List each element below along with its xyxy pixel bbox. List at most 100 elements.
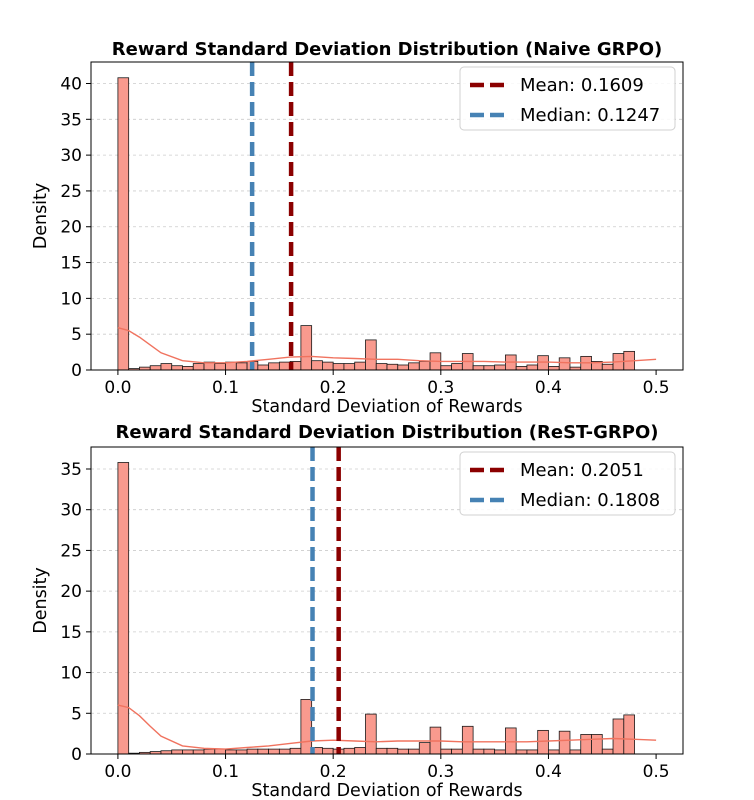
plot-frame bbox=[90, 61, 684, 371]
x-axis-label: Standard Deviation of Rewards bbox=[251, 781, 522, 800]
y-axis-label: Density bbox=[31, 183, 51, 250]
y-tick-label: 0 bbox=[71, 361, 82, 381]
histogram-bar bbox=[365, 339, 377, 371]
histogram-bar bbox=[386, 363, 399, 371]
y-tick-label: 30 bbox=[60, 501, 82, 521]
x-tick-label: 0.4 bbox=[535, 762, 562, 782]
y-tick-label: 25 bbox=[60, 182, 82, 202]
histogram-bar bbox=[149, 365, 162, 371]
histogram-bar bbox=[386, 747, 399, 755]
y-tick-label: 0 bbox=[71, 745, 82, 765]
histogram-bar bbox=[375, 363, 388, 371]
legend bbox=[459, 451, 676, 516]
y-tick-label: 5 bbox=[71, 704, 82, 724]
histogram-bar bbox=[483, 748, 496, 755]
histogram-bar bbox=[601, 748, 614, 755]
x-axis-label: Standard Deviation of Rewards bbox=[251, 397, 522, 417]
y-tick-label: 20 bbox=[60, 582, 82, 602]
y-tick-label: 35 bbox=[60, 460, 82, 480]
x-tick-label: 0.0 bbox=[104, 762, 131, 782]
y-tick-label: 5 bbox=[71, 325, 82, 345]
chart-naive-grpo: Reward Standard Deviation Distribution (… bbox=[31, 39, 684, 417]
x-tick-label: 0.5 bbox=[643, 378, 670, 398]
histogram-bar bbox=[580, 734, 592, 755]
histogram-bar bbox=[182, 749, 194, 755]
histogram-bar bbox=[268, 748, 280, 755]
histogram-bar bbox=[246, 748, 259, 755]
histogram-bar bbox=[494, 364, 506, 371]
chart-rest-grpo: Reward Standard Deviation Distribution (… bbox=[31, 422, 684, 800]
legend-box bbox=[459, 66, 676, 131]
grid bbox=[91, 83, 683, 371]
histogram-bar bbox=[203, 748, 216, 755]
histogram-bar bbox=[537, 355, 549, 371]
histogram-bar bbox=[558, 730, 571, 755]
y-tick-label: 10 bbox=[60, 289, 82, 309]
x-tick-label: 0.1 bbox=[212, 378, 239, 398]
histogram-bar bbox=[289, 747, 302, 755]
histogram-bar bbox=[225, 749, 237, 755]
histogram-bar bbox=[472, 365, 485, 371]
histogram-bar bbox=[354, 361, 366, 371]
histogram-bar bbox=[214, 363, 226, 371]
x-tick-label: 0.4 bbox=[535, 378, 562, 398]
histogram-bar bbox=[548, 366, 560, 371]
legend-median-label: Median: 0.1808 bbox=[520, 490, 660, 511]
histogram-bar bbox=[171, 365, 183, 371]
y-tick-label: 20 bbox=[60, 218, 82, 238]
histogram-bar bbox=[612, 718, 625, 755]
y-axis-label: Density bbox=[31, 567, 51, 634]
histogram-bar bbox=[408, 362, 420, 371]
histogram-bar bbox=[365, 713, 377, 755]
kde-curve bbox=[117, 327, 657, 364]
x-tick-label: 0.0 bbox=[104, 378, 131, 398]
histogram-bar bbox=[504, 727, 517, 755]
histogram-bar bbox=[311, 360, 323, 371]
histogram-bar bbox=[461, 725, 474, 755]
y-tick-label: 15 bbox=[60, 254, 82, 274]
y-tick-label: 15 bbox=[60, 623, 82, 643]
chart-title: Reward Standard Deviation Distribution (… bbox=[112, 39, 662, 60]
histogram-bar bbox=[332, 363, 345, 371]
legend-mean-label: Mean: 0.1609 bbox=[520, 75, 644, 96]
legend-box bbox=[459, 451, 676, 516]
histogram-bar bbox=[591, 734, 603, 755]
chart-title: Reward Standard Deviation Distribution (… bbox=[116, 422, 659, 443]
histogram-bar bbox=[322, 747, 334, 755]
x-tick-label: 0.3 bbox=[427, 762, 454, 782]
histogram-bar bbox=[494, 749, 506, 755]
histogram-bar bbox=[171, 749, 183, 755]
x-tick-label: 0.2 bbox=[320, 762, 347, 782]
histogram-bar bbox=[569, 749, 582, 755]
histogram-bar bbox=[354, 747, 366, 755]
histogram-bar bbox=[418, 361, 431, 371]
plot-frame bbox=[90, 446, 684, 755]
histogram-bar bbox=[472, 748, 485, 755]
histogram-bar bbox=[192, 363, 205, 371]
histogram-bar bbox=[515, 749, 528, 755]
histogram-bar bbox=[451, 748, 463, 755]
histogram-bar bbox=[440, 365, 452, 371]
histogram-bar bbox=[214, 748, 226, 755]
legend-mean-label: Mean: 0.2051 bbox=[520, 460, 644, 481]
x-tick-label: 0.1 bbox=[212, 762, 239, 782]
x-tick-label: 0.5 bbox=[643, 762, 670, 782]
histogram-bar bbox=[537, 729, 549, 755]
histogram-bar bbox=[548, 749, 560, 755]
y-tick-label: 35 bbox=[60, 110, 82, 130]
histogram-bar bbox=[558, 357, 571, 371]
histogram-bar bbox=[483, 365, 496, 371]
histogram-bar bbox=[451, 363, 463, 371]
histogram-bar bbox=[526, 749, 539, 755]
histogram-bar bbox=[278, 361, 291, 371]
histogram-bar bbox=[601, 363, 614, 371]
y-tick-label: 30 bbox=[60, 146, 82, 166]
histogram-bar bbox=[257, 748, 270, 755]
legend bbox=[459, 66, 676, 131]
histogram-bar bbox=[278, 748, 291, 755]
histogram-bar bbox=[397, 748, 409, 755]
histogram-bar bbox=[322, 361, 334, 371]
histogram-bar bbox=[117, 462, 130, 755]
histogram-bar bbox=[257, 364, 270, 371]
